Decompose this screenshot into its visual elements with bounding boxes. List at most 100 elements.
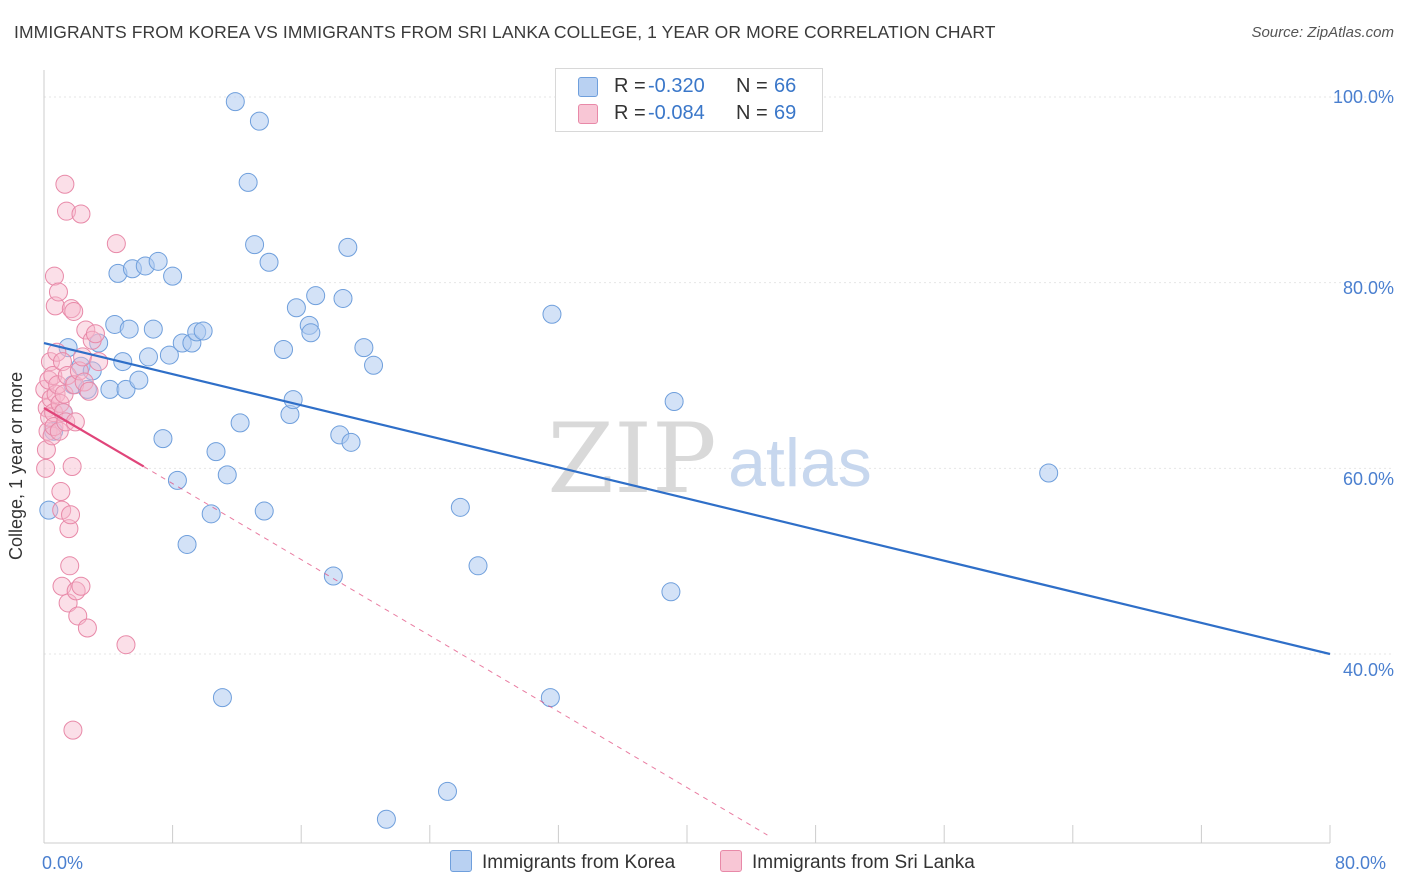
korea-point	[201, 504, 221, 524]
watermark-zip: ZIP	[547, 403, 716, 515]
srilanka-point	[61, 505, 81, 525]
srilanka-point	[62, 456, 82, 476]
korea-point	[116, 379, 136, 399]
srilanka-point	[59, 519, 79, 539]
srilanka-point	[63, 720, 83, 740]
legend-swatch-srilanka	[720, 850, 742, 872]
srilanka-point	[52, 500, 72, 520]
korea-point	[225, 92, 245, 112]
legend-swatch-korea	[578, 77, 598, 97]
korea-point	[664, 391, 684, 411]
srilanka-point	[85, 324, 105, 344]
x-tick-label-max: 80.0%	[1335, 853, 1387, 873]
srilanka-point	[57, 201, 77, 221]
srilanka-point	[44, 266, 64, 286]
y-tick-label: 80.0%	[1342, 278, 1394, 298]
legend-r-value: -0.320	[648, 75, 705, 97]
korea-point	[338, 237, 358, 257]
legend-n-label: N =	[736, 75, 768, 97]
korea-point	[100, 379, 120, 399]
chart-title: IMMIGRANTS FROM KOREA VS IMMIGRANTS FROM…	[14, 22, 996, 42]
korea-point	[143, 319, 163, 339]
korea-point	[301, 323, 321, 343]
korea-point	[177, 534, 197, 554]
korea-point	[364, 355, 384, 375]
legend-r-label: R =	[614, 75, 646, 97]
correlation-legend: R = -0.320 N = 66 R = -0.084 N = 69	[555, 68, 823, 132]
legend-r-label: R =	[614, 102, 646, 124]
srilanka-trend-extension	[143, 466, 768, 836]
legend-label-srilanka: Immigrants from Sri Lanka	[752, 852, 975, 873]
korea-point	[283, 390, 303, 410]
legend-item-srilanka: Immigrants from Sri Lanka	[720, 850, 975, 874]
srilanka-point	[60, 556, 80, 576]
srilanka-point	[52, 576, 72, 596]
korea-point	[254, 501, 274, 521]
korea-point	[468, 556, 488, 576]
korea-point	[450, 497, 470, 517]
watermark-atlas: atlas	[728, 425, 872, 501]
legend-n-value: 66	[774, 75, 797, 97]
srilanka-point	[71, 204, 91, 224]
srilanka-point	[48, 282, 68, 302]
korea-point	[1039, 463, 1059, 483]
srilanka-point	[106, 234, 126, 254]
korea-point	[217, 465, 237, 485]
korea-point	[153, 429, 173, 449]
korea-point	[259, 252, 279, 272]
korea-point	[206, 442, 226, 462]
srilanka-point	[74, 372, 94, 392]
legend-r-value: -0.084	[648, 102, 705, 124]
korea-point	[437, 781, 457, 801]
korea-point	[376, 809, 396, 829]
korea-point	[245, 235, 265, 255]
korea-point	[238, 172, 258, 192]
korea-point	[159, 345, 179, 365]
axes	[43, 70, 1331, 844]
srilanka-point	[64, 301, 84, 321]
srilanka-point	[77, 618, 97, 638]
x-tick-label-min: 0.0%	[42, 853, 84, 873]
gridlines	[44, 96, 1394, 655]
korea-point	[306, 286, 326, 306]
korea-point	[542, 304, 562, 324]
korea-point	[193, 321, 213, 341]
korea-point	[323, 566, 343, 586]
korea-point	[230, 413, 250, 433]
srilanka-point	[36, 458, 56, 478]
y-tick-label: 40.0%	[1342, 660, 1394, 680]
y-tick-label: 60.0%	[1342, 469, 1394, 489]
srilanka-point	[61, 299, 81, 319]
korea-point	[341, 432, 361, 452]
y-axis-label: College, 1 year or more	[6, 371, 26, 560]
y-tick-label: 100.0%	[1332, 87, 1394, 107]
korea-point	[138, 347, 158, 367]
korea-point	[212, 688, 232, 708]
srilanka-point	[76, 320, 96, 340]
korea-point	[333, 288, 353, 308]
srilanka-point	[45, 296, 65, 316]
srilanka-point	[49, 421, 69, 441]
legend-swatch-korea	[450, 850, 472, 872]
korea-trend-line	[43, 341, 1331, 656]
korea-point	[661, 582, 681, 602]
legend-label-korea: Immigrants from Korea	[482, 852, 676, 873]
srilanka-trend-line	[43, 407, 145, 468]
srilanka-point	[71, 576, 91, 596]
korea-point	[119, 319, 139, 339]
korea-point	[167, 470, 187, 490]
srilanka-point	[79, 381, 99, 401]
series-srilanka-points	[35, 174, 136, 740]
srilanka-point	[55, 174, 75, 194]
korea-point	[540, 688, 560, 708]
korea-point	[354, 338, 374, 358]
srilanka-point	[43, 366, 63, 385]
legend-swatch-srilanka	[578, 104, 598, 124]
korea-point	[249, 111, 269, 131]
korea-point	[129, 370, 149, 390]
source-label: Source: ZipAtlas.com	[1251, 24, 1394, 41]
korea-point	[286, 298, 306, 318]
korea-point	[274, 340, 294, 360]
legend-n-label: N =	[736, 102, 768, 124]
legend-item-korea: Immigrants from Korea	[450, 850, 675, 874]
